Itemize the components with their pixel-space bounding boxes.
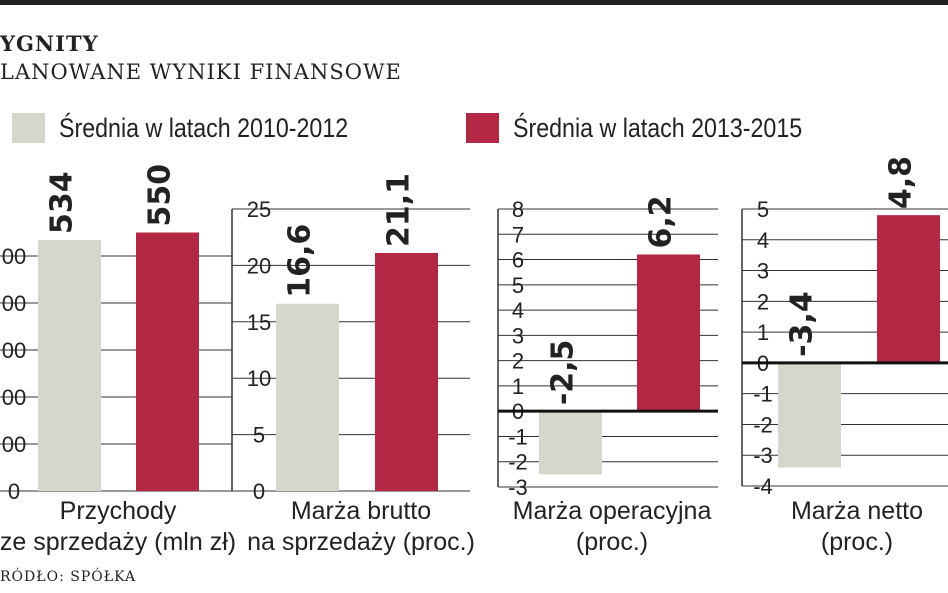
category-label: (proc.) bbox=[821, 528, 893, 556]
y-tick-label: -3 bbox=[508, 475, 528, 500]
y-tick-label: -1 bbox=[753, 382, 773, 407]
category-label: Marża operacyjna bbox=[513, 497, 712, 525]
y-tick-label: 1 bbox=[512, 374, 524, 399]
bar bbox=[276, 303, 339, 491]
y-tick-label: 8 bbox=[512, 197, 524, 222]
category-label: (proc.) bbox=[576, 528, 648, 556]
data-label: 16,6 bbox=[283, 224, 318, 298]
y-tick-label: 25 bbox=[247, 197, 271, 222]
category-label: Marża brutto bbox=[291, 497, 431, 525]
bar bbox=[136, 232, 199, 491]
category-label: na sprzedaży (proc.) bbox=[247, 528, 475, 556]
data-label: -2,5 bbox=[546, 340, 581, 406]
y-tick-label: 20 bbox=[247, 253, 271, 278]
data-label: 550 bbox=[143, 164, 178, 227]
y-tick-label: 00 bbox=[2, 432, 26, 457]
legend-item-2010-2012: Średnia w latach 2010-2012 bbox=[12, 112, 395, 144]
category-label: Marża netto bbox=[791, 497, 923, 525]
y-tick-label: 00 bbox=[2, 385, 26, 410]
y-tick-label: 10 bbox=[247, 366, 271, 391]
y-tick-label: 3 bbox=[512, 323, 524, 348]
y-tick-label: 7 bbox=[512, 222, 524, 247]
y-tick-label: 15 bbox=[247, 310, 271, 335]
y-tick-label: 2 bbox=[757, 289, 769, 314]
data-label: 534 bbox=[45, 171, 80, 234]
legend-label-2010-2012: Średnia w latach 2010-2012 bbox=[59, 112, 349, 143]
top-rule bbox=[0, 0, 948, 5]
y-tick-label: 4 bbox=[757, 228, 769, 253]
bar bbox=[778, 362, 841, 468]
category-label: ze sprzedaży (mln zł) bbox=[0, 528, 236, 556]
data-label: 6,2 bbox=[644, 195, 679, 248]
legend-swatch-2010-2012 bbox=[12, 113, 45, 143]
y-tick-label: 5 bbox=[512, 273, 524, 298]
y-tick-label: 5 bbox=[757, 197, 769, 222]
category-label: Przychody bbox=[60, 497, 177, 525]
legend-item-2013-2015: Średnia w latach 2013-2015 bbox=[466, 112, 849, 144]
chart-subtitle: LANOWANE WYNIKI FINANSOWE bbox=[0, 60, 402, 84]
y-tick-label: 4 bbox=[512, 298, 524, 323]
bar bbox=[539, 411, 602, 475]
bar bbox=[637, 254, 700, 412]
bar bbox=[375, 252, 438, 491]
y-tick-label: 6 bbox=[512, 248, 524, 273]
y-tick-label: 00 bbox=[2, 244, 26, 269]
source-note: RÓDŁO: SPÓŁKA bbox=[0, 569, 137, 585]
y-tick-label: -4 bbox=[753, 474, 773, 499]
y-tick-label: -2 bbox=[508, 450, 528, 475]
y-tick-label: -3 bbox=[753, 443, 773, 468]
y-tick-label: 1 bbox=[757, 320, 769, 345]
data-label: 4,8 bbox=[884, 156, 919, 209]
y-tick-label: 0 bbox=[8, 479, 20, 504]
y-tick-label: 00 bbox=[2, 338, 26, 363]
data-label: -3,4 bbox=[785, 291, 820, 357]
legend-label-2013-2015: Średnia w latach 2013-2015 bbox=[513, 112, 803, 143]
bar bbox=[877, 215, 940, 363]
chart-title: YGNITY bbox=[0, 31, 99, 56]
bar bbox=[38, 240, 101, 491]
y-tick-label: 00 bbox=[2, 291, 26, 316]
data-label: 21,1 bbox=[382, 173, 417, 247]
y-tick-label: -2 bbox=[753, 412, 773, 437]
y-tick-label: 0 bbox=[253, 479, 265, 504]
y-tick-label: 2 bbox=[512, 349, 524, 374]
y-tick-label: -1 bbox=[508, 424, 528, 449]
legend-swatch-2013-2015 bbox=[466, 113, 499, 143]
y-tick-label: 5 bbox=[253, 423, 265, 448]
y-tick-label: 3 bbox=[757, 259, 769, 284]
